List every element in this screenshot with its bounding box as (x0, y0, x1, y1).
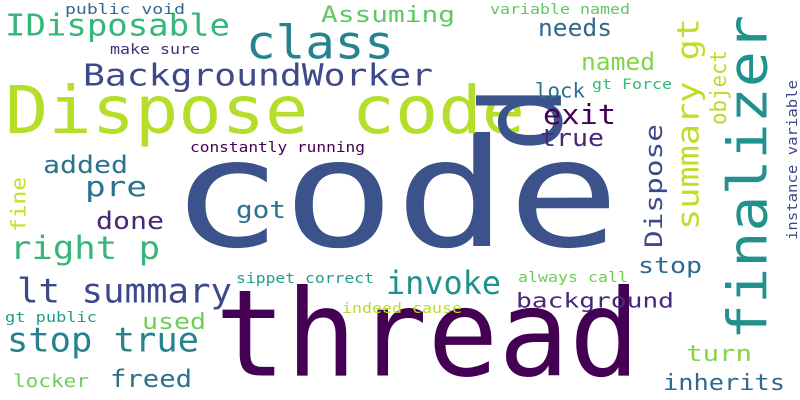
word-make-sure: make sure (110, 42, 200, 58)
word-always-call: always call (518, 270, 628, 286)
word-indeed-cause: indeed cause (342, 301, 462, 317)
word-lock: lock (535, 79, 585, 103)
word-constantly-running: constantly running (190, 140, 365, 156)
word-thread: thread (215, 266, 640, 400)
word-lt-summary: lt summary (17, 272, 232, 312)
word-freed: freed (110, 365, 192, 393)
word-inherits: inherits (663, 371, 785, 396)
word-gt-force: gt Force (592, 77, 672, 93)
word-named: named (581, 48, 655, 76)
word-dispose-code: Dispose code (5, 72, 525, 149)
word-stop: stop (638, 254, 702, 279)
word-done: done (96, 207, 164, 235)
word-variable-named: variable named (490, 2, 630, 18)
word-class: class (246, 16, 394, 70)
word-exit: exit (543, 98, 616, 131)
word-object: object (707, 50, 732, 125)
word-assuming: Assuming (321, 3, 455, 28)
word-pre: pre (85, 170, 147, 203)
word-finalizer: finalizer (717, 15, 780, 340)
word-turn: turn (686, 342, 752, 367)
word-got: got (236, 196, 286, 224)
word-true: true (540, 124, 604, 152)
word-backgroundworker: BackgroundWorker (83, 59, 433, 94)
word-fine: fine (7, 177, 31, 232)
word-instance-variable: instance variable (785, 80, 800, 240)
word-invoke: invoke (386, 264, 501, 302)
word-right-p: right p (10, 229, 160, 267)
word-locker: locker (13, 371, 89, 392)
word-public-void: public void (65, 2, 185, 18)
word-idisposable: IDisposable (5, 9, 230, 44)
word-code: code (170, 108, 620, 282)
word-used: used (142, 310, 206, 335)
word-needs: needs (538, 14, 612, 42)
word-sippet-correct: sippet correct (236, 271, 374, 287)
word-stop-true: stop true (7, 321, 199, 361)
word-gt-public: gt public (5, 310, 97, 326)
word-added: added (43, 151, 128, 179)
word-background: background (516, 289, 674, 313)
word-summary-gt: summary gt (672, 18, 707, 230)
word-dispose: Dispose (640, 124, 668, 248)
word-p: p (472, 85, 602, 152)
